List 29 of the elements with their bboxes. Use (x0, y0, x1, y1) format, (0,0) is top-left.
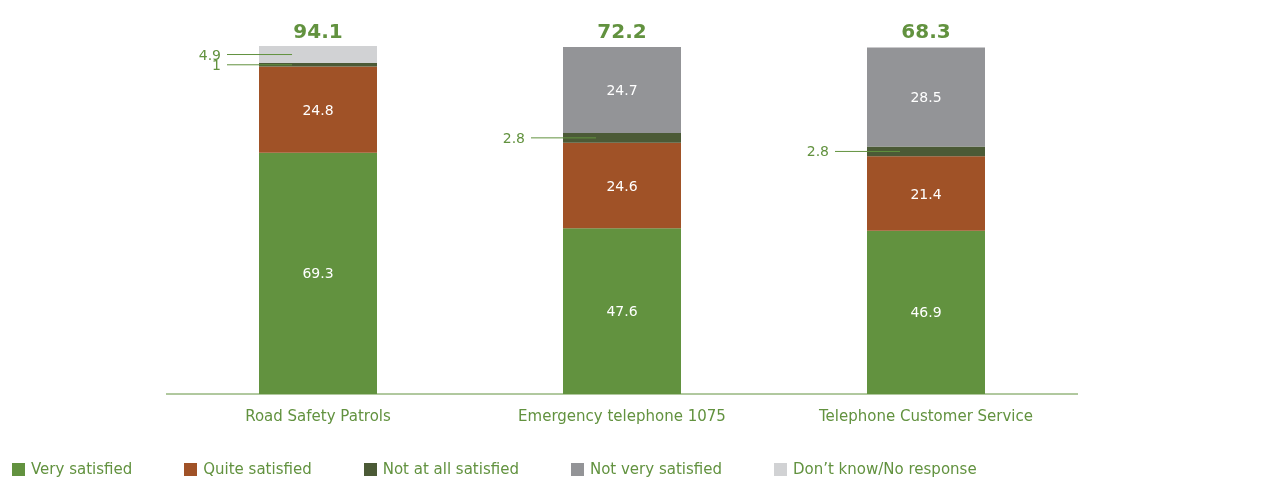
text: 94.1 (293, 19, 343, 43)
bar (867, 47, 985, 147)
x-tick-label: Road Safety Patrols (245, 406, 391, 425)
bar (867, 156, 985, 231)
legend-label: Don’t know/No response (792, 460, 977, 478)
legend-label: Not at all satisfied (382, 460, 519, 478)
data-label: 24.8 (302, 101, 334, 118)
data-label: 46.9 (910, 304, 942, 321)
x-tick-label: Emergency telephone 1075 (518, 406, 726, 425)
data-label: 21.4 (910, 185, 942, 202)
data-label: 28.5 (910, 88, 942, 105)
text: 72.2 (597, 19, 647, 43)
data-label: 24.6 (606, 177, 638, 194)
bar (563, 47, 681, 133)
data-label: 24.7 (606, 82, 638, 99)
bar (259, 63, 377, 67)
bar (259, 66, 377, 153)
legend-label: Very satisfied (31, 460, 133, 478)
legend-label: Quite satisfied (203, 460, 312, 478)
x-tick-label: Telephone Customer Service (817, 406, 1034, 425)
bar (563, 142, 681, 229)
bar (259, 46, 377, 64)
data-label: 2.8 (806, 143, 829, 160)
data-label: 47.6 (606, 303, 638, 320)
data-label: 2.8 (502, 129, 525, 146)
legend-label: Not very satisfied (589, 460, 722, 478)
text: 68.3 (901, 19, 951, 43)
bar (563, 133, 681, 143)
data-label: 69.3 (302, 265, 334, 282)
